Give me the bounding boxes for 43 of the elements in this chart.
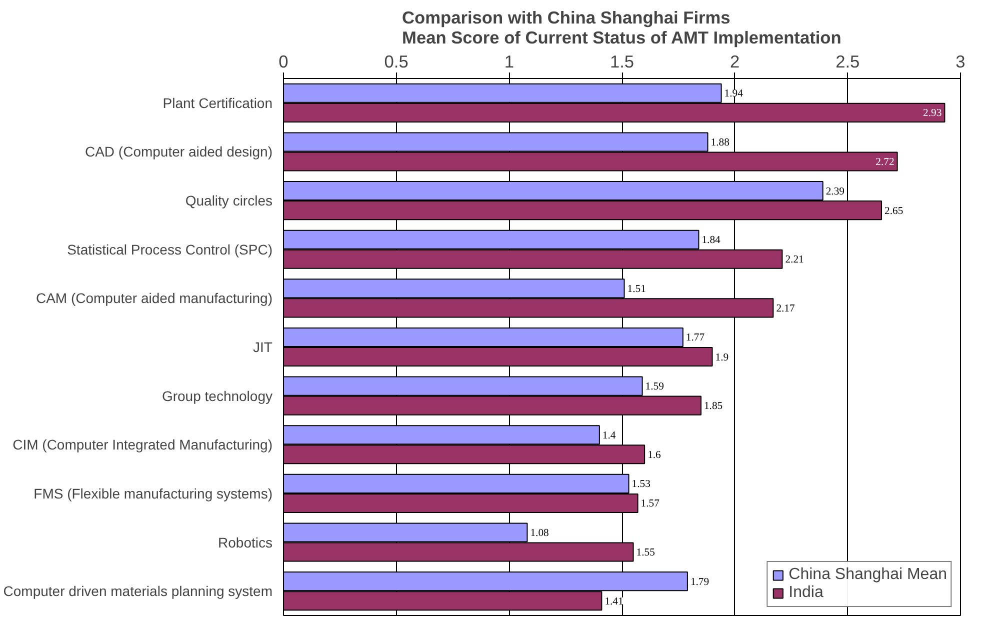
x-tick-label: 2.5 (836, 52, 860, 72)
data-label: 2.17 (776, 303, 796, 314)
x-tick-label: 3 (956, 52, 966, 72)
data-label: 1.59 (645, 382, 664, 393)
y-tick-label: Robotics (218, 534, 272, 550)
y-tick-label: JIT (253, 339, 273, 355)
legend-label: China Shanghai Mean (788, 566, 947, 584)
x-tick-label: 1 (504, 52, 514, 72)
legend-label: India (788, 584, 824, 602)
data-label: 1.41 (604, 596, 624, 608)
y-tick-label: Group technology (162, 388, 273, 404)
data-label: 1.79 (690, 576, 710, 588)
x-tick-label: 1.5 (610, 52, 634, 72)
data-label: 2.39 (826, 186, 844, 198)
data-label: 1.55 (636, 548, 655, 559)
chart-title: Comparison with China Shanghai Firms Mean Score of Current Status of AMT Implementation (402, 8, 842, 48)
y-tick-label: Computer driven materials planning system (3, 583, 273, 600)
x-tick-label: 0 (278, 52, 288, 72)
data-label: 2.21 (785, 254, 804, 266)
data-label: 2.93 (923, 108, 942, 120)
y-tick-label: Statistical Process Control (SPC) (67, 241, 273, 258)
data-label: 1.77 (686, 332, 706, 344)
y-tick-label: FMS (Flexible manufacturing systems) (34, 485, 273, 502)
data-label: 1.88 (710, 137, 730, 148)
data-label: 1.51 (627, 284, 646, 295)
y-tick-label: Quality circles (185, 192, 273, 209)
data-label: 1.94 (724, 88, 744, 100)
data-label: 1.57 (640, 498, 660, 510)
data-label: 1.08 (530, 528, 549, 540)
data-label: 1.6 (648, 450, 662, 461)
data-label: 1.84 (702, 235, 722, 246)
x-tick-label: 0.5 (384, 52, 408, 72)
data-label: 1.85 (704, 401, 723, 412)
y-tick-label: CAM (Computer aided manufacturing) (36, 290, 273, 306)
y-tick-label: Plant Certification (162, 94, 272, 111)
data-label: 2.65 (884, 206, 904, 217)
data-label: 1.9 (715, 352, 729, 364)
x-tick-label: 2 (730, 52, 740, 72)
data-label: 1.53 (632, 479, 650, 490)
data-label: 2.72 (876, 156, 894, 168)
data-label: 1.4 (602, 430, 616, 442)
y-tick-label: CAD (Computer aided design) (84, 144, 272, 160)
y-tick-label: CIM (Computer Integrated Manufacturing) (12, 436, 272, 453)
